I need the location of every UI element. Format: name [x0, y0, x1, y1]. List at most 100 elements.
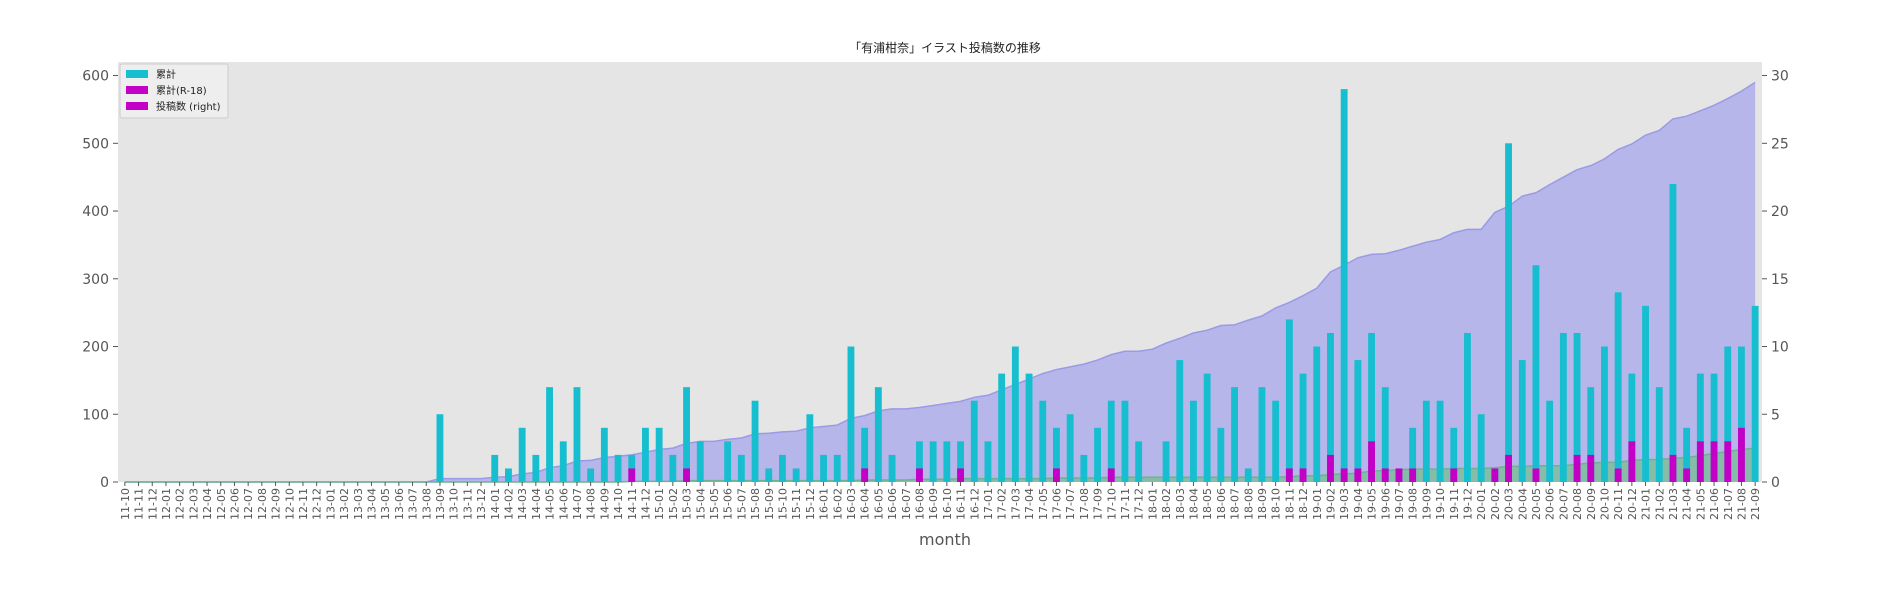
x-tick-label-16-10: 16-10: [941, 488, 954, 520]
x-tick-label-12-04: 12-04: [201, 488, 214, 520]
x-tick-label-21-07: 21-07: [1722, 488, 1735, 520]
x-axis: 11-10 11-11 11-12 12-01 12-02 12-03 12-04 12-05…: [119, 482, 1762, 520]
r18-count-bar-16-11: [957, 468, 964, 482]
post-count-bar-14-02: [505, 468, 512, 482]
post-count-bar-21-07: [1724, 346, 1732, 482]
x-tick-label-15-12: 15-12: [804, 488, 817, 520]
right-y-axis: 0 5 10 15 20 25 30: [1762, 69, 1789, 491]
x-tick-label-15-09: 15-09: [763, 488, 776, 520]
r18-count-bar-20-05: [1532, 468, 1540, 482]
x-tick-label-19-04: 19-04: [1352, 488, 1365, 520]
post-count-bar-15-04: [696, 441, 704, 482]
x-tick-label-20-11: 20-11: [1612, 488, 1625, 520]
r18-count-bar-19-07: [1395, 468, 1403, 482]
x-tick-label-19-11: 19-11: [1448, 488, 1461, 520]
post-count-bar-18-04: [1190, 400, 1197, 482]
x-tick-label-21-04: 21-04: [1681, 488, 1694, 520]
post-count-bar-16-08: [916, 441, 923, 482]
x-tick-label-18-01: 18-01: [1146, 488, 1159, 520]
r18-count-bar-19-02: [1327, 454, 1334, 482]
post-count-bar-19-05: [1368, 332, 1375, 482]
x-tick-label-12-11: 12-11: [297, 488, 310, 520]
x-tick-label-18-03: 18-03: [1174, 488, 1187, 520]
legend-swatch-0: [126, 70, 148, 78]
x-tick-label-17-01: 17-01: [982, 488, 995, 520]
left-tick-label-500: 500: [82, 136, 109, 152]
x-tick-label-12-02: 12-02: [174, 488, 187, 520]
post-count-bar-18-07: [1231, 387, 1238, 482]
x-tick-label-18-05: 18-05: [1201, 488, 1214, 520]
left-tick-label-200: 200: [82, 340, 109, 356]
x-tick-label-18-07: 18-07: [1229, 488, 1242, 520]
post-count-bar-16-10: [943, 441, 951, 482]
right-tick-label-20: 20: [1771, 204, 1789, 220]
x-tick-label-14-06: 14-06: [557, 488, 570, 520]
left-tick-label-0: 0: [100, 475, 109, 491]
x-tick-label-19-08: 19-08: [1407, 488, 1420, 520]
r18-count-bar-18-12: [1299, 468, 1307, 482]
post-count-bar-17-01: [984, 441, 992, 482]
post-count-bar-15-01: [655, 427, 663, 482]
x-tick-label-16-11: 16-11: [955, 488, 968, 520]
post-count-bar-20-10: [1601, 346, 1608, 482]
r18-count-bar-17-10: [1107, 468, 1115, 482]
x-tick-label-14-10: 14-10: [612, 488, 625, 520]
post-count-bar-19-12: [1464, 332, 1471, 482]
x-tick-label-19-09: 19-09: [1420, 488, 1433, 520]
post-count-bar-15-06: [724, 441, 732, 482]
post-count-bar-18-09: [1258, 387, 1266, 482]
x-tick-label-13-02: 13-02: [338, 488, 351, 520]
x-tick-label-15-03: 15-03: [681, 488, 694, 520]
r18-count-bar-21-08: [1738, 427, 1745, 482]
r18-count-bar-20-02: [1491, 468, 1499, 482]
x-tick-label-12-12: 12-12: [311, 488, 324, 520]
legend-label-0: 累計: [156, 68, 176, 81]
x-tick-label-19-06: 19-06: [1379, 488, 1392, 520]
x-tick-label-13-12: 13-12: [475, 488, 488, 520]
x-tick-label-14-05: 14-05: [544, 488, 557, 520]
x-tick-label-17-05: 17-05: [1037, 488, 1050, 520]
left-y-axis: 0 100 200 300 400 500 600: [82, 69, 118, 491]
post-count-bar-20-03: [1505, 143, 1512, 483]
post-count-bar-14-05: [546, 387, 553, 482]
x-tick-label-18-06: 18-06: [1215, 488, 1228, 520]
x-tick-label-21-05: 21-05: [1694, 488, 1707, 520]
x-tick-label-13-08: 13-08: [420, 488, 433, 520]
x-tick-label-12-03: 12-03: [187, 488, 200, 520]
x-tick-label-13-07: 13-07: [407, 488, 420, 520]
post-count-bar-20-07: [1559, 332, 1567, 482]
post-count-bar-14-12: [642, 427, 649, 482]
x-tick-label-20-07: 20-07: [1557, 488, 1570, 520]
x-tick-label-18-08: 18-08: [1242, 488, 1255, 520]
post-count-bar-21-04: [1683, 427, 1691, 482]
r18-count-bar-20-09: [1587, 454, 1595, 482]
post-count-bar-14-04: [532, 454, 540, 482]
post-count-bar-20-09: [1587, 387, 1595, 482]
post-count-bar-14-06: [559, 441, 567, 482]
post-count-bar-18-12: [1299, 373, 1307, 482]
post-count-bar-15-03: [683, 387, 690, 482]
x-tick-label-20-01: 20-01: [1475, 488, 1488, 520]
post-count-bar-14-07: [573, 387, 581, 482]
post-count-bar-14-08: [587, 468, 595, 482]
r18-count-bar-19-05: [1368, 441, 1375, 482]
x-tick-label-19-02: 19-02: [1324, 488, 1337, 520]
x-tick-label-12-07: 12-07: [242, 488, 255, 520]
r18-count-bar-16-08: [916, 468, 923, 482]
x-tick-label-12-06: 12-06: [228, 488, 241, 520]
x-tick-label-14-07: 14-07: [571, 488, 584, 520]
x-tick-label-16-08: 16-08: [913, 488, 926, 520]
post-count-bar-16-11: [957, 441, 964, 482]
x-tick-label-17-04: 17-04: [1023, 488, 1036, 520]
x-tick-label-19-03: 19-03: [1338, 488, 1351, 520]
x-tick-label-14-01: 14-01: [489, 488, 502, 520]
r18-count-bar-21-03: [1669, 454, 1677, 482]
r18-count-bar-15-03: [683, 468, 690, 482]
legend-label-1: 累計(R-18): [156, 84, 207, 97]
post-count-bar-21-01: [1642, 305, 1649, 482]
post-count-bar-21-09: [1751, 305, 1759, 482]
post-count-bar-15-08: [751, 400, 759, 482]
post-count-bar-16-01: [820, 454, 827, 482]
x-tick-label-16-05: 16-05: [872, 488, 885, 520]
